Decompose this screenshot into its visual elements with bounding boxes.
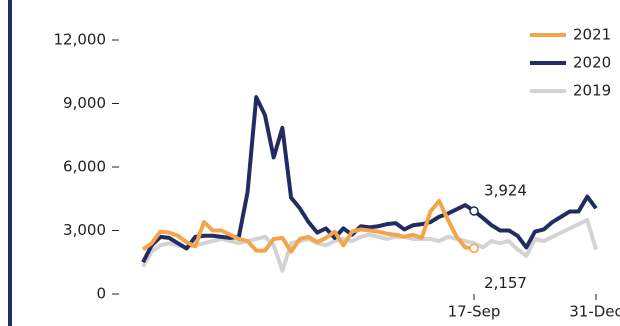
y-tick-label: 12,000: [54, 31, 107, 49]
data-label: 2,157: [484, 274, 527, 292]
series-line: [141, 198, 475, 254]
point-marker: [469, 243, 479, 254]
x-tick-label: 31-Dec: [569, 303, 620, 321]
series-line: [141, 217, 598, 273]
y-tick-label: 9,000: [63, 94, 106, 112]
series-line: [141, 95, 598, 264]
point-marker: [469, 206, 479, 216]
data-label: 3,924: [484, 181, 527, 199]
side-bar: [8, 0, 12, 326]
legend-label: 2021: [573, 26, 611, 44]
y-tick-label: 6,000: [63, 158, 106, 176]
legend-label: 2019: [573, 82, 611, 100]
y-tick-label: 3,000: [63, 221, 106, 239]
legend-label: 2020: [573, 54, 611, 72]
x-tick-label: 17-Sep: [448, 303, 501, 321]
y-tick-label: 0: [96, 285, 106, 303]
